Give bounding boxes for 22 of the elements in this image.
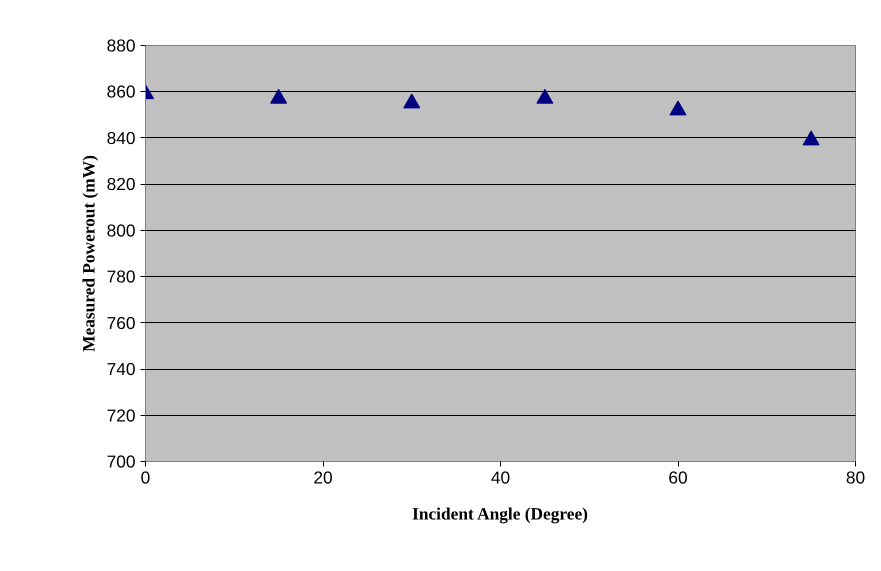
y-tick-label: 740 <box>106 359 136 380</box>
y-tick-label: 880 <box>106 36 136 56</box>
x-tick-label: 40 <box>490 468 510 488</box>
y-tick-label: 840 <box>106 128 136 148</box>
x-axis-title: Incident Angle (Degree) <box>412 504 588 524</box>
point <box>403 94 420 108</box>
y-tick-label: 860 <box>106 82 136 102</box>
y-tick-label: 700 <box>106 452 136 472</box>
point <box>802 130 820 146</box>
y-axis-title: Measured Powerout (mW) <box>80 154 99 352</box>
y-tick-label: 760 <box>106 312 136 333</box>
x-tick-label: 0 <box>140 468 150 488</box>
x-tick-label: 20 <box>313 468 333 488</box>
point <box>536 88 554 104</box>
x-tick-label: 60 <box>668 468 688 488</box>
y-tick-label: 780 <box>106 266 136 287</box>
y-tick-label: 820 <box>106 174 136 194</box>
x-tick-label: 80 <box>846 468 866 488</box>
point <box>670 100 686 116</box>
y-tick-label: 800 <box>106 220 136 240</box>
point <box>270 88 288 104</box>
y-tick-label: 720 <box>106 405 136 426</box>
